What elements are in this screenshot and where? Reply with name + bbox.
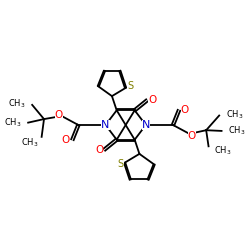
Text: N: N — [101, 120, 110, 130]
Text: CH$_3$: CH$_3$ — [4, 116, 21, 129]
Text: N: N — [142, 120, 150, 130]
Text: O: O — [62, 135, 70, 145]
Text: CH$_3$: CH$_3$ — [8, 98, 25, 110]
Text: S: S — [128, 82, 134, 92]
Text: CH$_3$: CH$_3$ — [228, 125, 246, 137]
Text: S: S — [118, 158, 124, 168]
Text: CH$_3$: CH$_3$ — [20, 136, 38, 149]
Text: CH$_3$: CH$_3$ — [226, 108, 243, 120]
Text: O: O — [188, 131, 196, 141]
Text: O: O — [181, 105, 189, 115]
Text: O: O — [54, 110, 63, 120]
Text: CH$_3$: CH$_3$ — [214, 145, 232, 157]
Text: O: O — [95, 144, 103, 154]
Text: O: O — [148, 96, 156, 106]
